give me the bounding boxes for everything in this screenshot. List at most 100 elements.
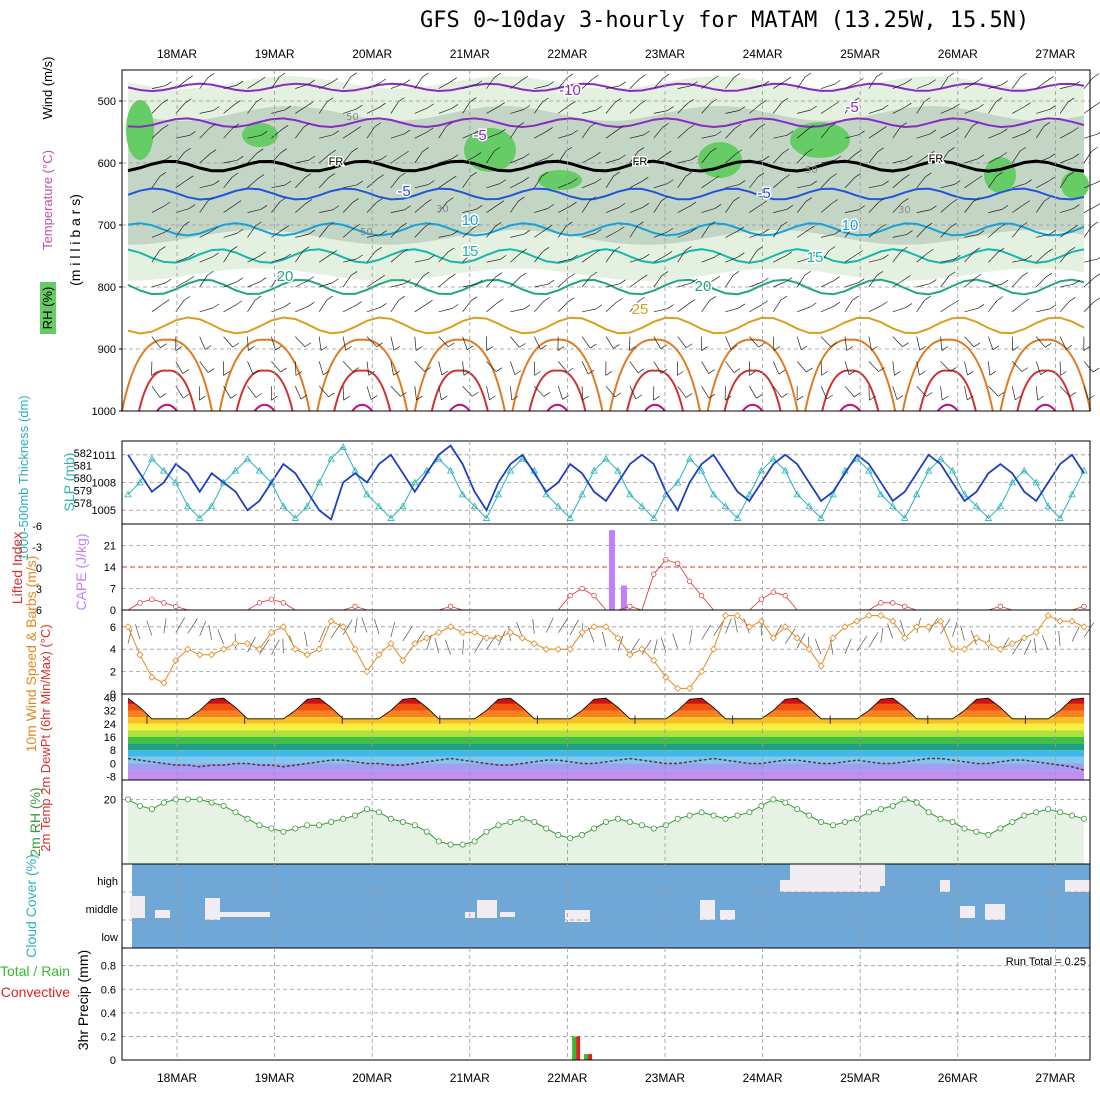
pressure-tick-label: 900 [98, 344, 116, 356]
cloud-block [565, 910, 590, 922]
wind-barb [773, 281, 787, 288]
rh-marker [459, 841, 466, 848]
rh-marker [136, 802, 143, 809]
wind-barb-feather [685, 343, 693, 349]
lifted-index-tick-label: -6 [32, 521, 42, 533]
wind-barb [462, 156, 476, 164]
wind-barb-feather [735, 123, 742, 129]
thickness-marker [996, 502, 1005, 510]
wind-barb [247, 385, 257, 398]
surface-wind-barb [271, 639, 280, 655]
surface-wind-barb [146, 620, 153, 636]
wind-barb [988, 156, 1001, 164]
wind-barb-feather [261, 131, 268, 136]
surface-wind-barb [725, 618, 732, 634]
wind-barb-feather [641, 274, 648, 280]
wind-speed-marker [506, 628, 514, 636]
wind-barb-feather [1093, 297, 1100, 303]
wind-barb [390, 336, 395, 351]
wind-barb [151, 336, 161, 348]
wind-barb-feather [977, 154, 985, 160]
wind-barb-feather [638, 296, 645, 302]
rh-marker [698, 809, 705, 816]
wind-barb [988, 132, 1002, 139]
surface-wind-barb [557, 617, 569, 633]
surface-wind-barb [743, 618, 750, 634]
wind-barb-feather [404, 129, 411, 135]
wind-barb-feather [1012, 346, 1019, 351]
rh-marker [483, 828, 490, 835]
wind-barb [701, 79, 713, 89]
wind-barb [414, 336, 417, 351]
rh-blob [1061, 171, 1089, 199]
thickness-marker [375, 502, 383, 510]
surface-wind-barb [796, 632, 806, 649]
wind-barb-feather [749, 371, 756, 376]
isotherm-40 [449, 403, 471, 412]
isotherm-label: FR [329, 156, 344, 168]
wind-barb [605, 85, 620, 89]
slp-axis-label: SLP (mb) [61, 453, 77, 512]
wind-speed-marker [1008, 640, 1016, 648]
wind-barb [988, 84, 1002, 89]
wind-barb-feather [463, 371, 471, 376]
rh-marker [1069, 812, 1076, 819]
thickness-marker [805, 502, 813, 510]
wind-barb-feather [259, 76, 266, 82]
wind-barb-feather [376, 342, 383, 347]
temp-band [128, 737, 1084, 744]
rh-marker [865, 809, 872, 816]
precip-tick-label: 0.8 [101, 961, 116, 973]
wind-barb [653, 77, 664, 89]
wind-barb-feather [1069, 297, 1076, 302]
surface-wind-barb [175, 617, 186, 633]
wind-barb [749, 250, 758, 263]
wind-barb [486, 361, 497, 372]
wind-barb [820, 203, 832, 213]
wind-barb [820, 250, 830, 263]
bottom-date-label: 20MAR [352, 1071, 392, 1085]
rh-marker [495, 822, 502, 829]
surface-wind-barb [217, 629, 224, 645]
lifted-index-tick-label: -3 [32, 542, 42, 554]
cape-tick-label: 0 [110, 605, 116, 617]
wind-barb-feather [1045, 272, 1053, 278]
wind-speed-marker [243, 640, 252, 648]
surface-wind-barb [516, 621, 523, 638]
wind-barb-feather [424, 367, 431, 372]
wind-barb [629, 361, 639, 373]
wind-barb [653, 154, 666, 164]
wind-barb-feather [163, 299, 170, 304]
wind-barb-feather [475, 80, 483, 86]
wind-barb [510, 233, 525, 238]
wind-barb [701, 102, 712, 114]
wind-barb [940, 184, 955, 189]
wind-barb [175, 256, 189, 263]
wind-barb-feather [973, 247, 981, 253]
wind-barb-feather [1091, 146, 1098, 152]
wind-barb [916, 226, 927, 238]
wind-barb [1012, 276, 1022, 288]
cloud-tick-label: low [101, 932, 118, 944]
wind-barb [558, 182, 572, 189]
rh-marker [256, 822, 263, 829]
wind-barb-feather [489, 395, 496, 401]
wind-barb-feather [331, 78, 338, 83]
wind-barb-feather [930, 205, 937, 211]
wind-barb [868, 184, 883, 189]
wind-barb [773, 178, 785, 189]
isotherm-35 [333, 369, 392, 412]
wind-barb-feather [368, 371, 375, 376]
wind-barb-feather [829, 122, 836, 128]
cloud-tick-label: high [97, 876, 118, 888]
isotherm-line [127, 222, 1085, 237]
wind-barb [534, 208, 548, 213]
wind-barb [940, 303, 953, 313]
wind-barb-feather [423, 271, 430, 277]
wind-barb-feather [846, 346, 853, 351]
surface-wind-barb [390, 622, 395, 638]
wind-barb [151, 205, 165, 213]
wind-barb-feather [393, 370, 400, 376]
rh-marker [901, 796, 908, 803]
wind-barb [1059, 229, 1072, 238]
